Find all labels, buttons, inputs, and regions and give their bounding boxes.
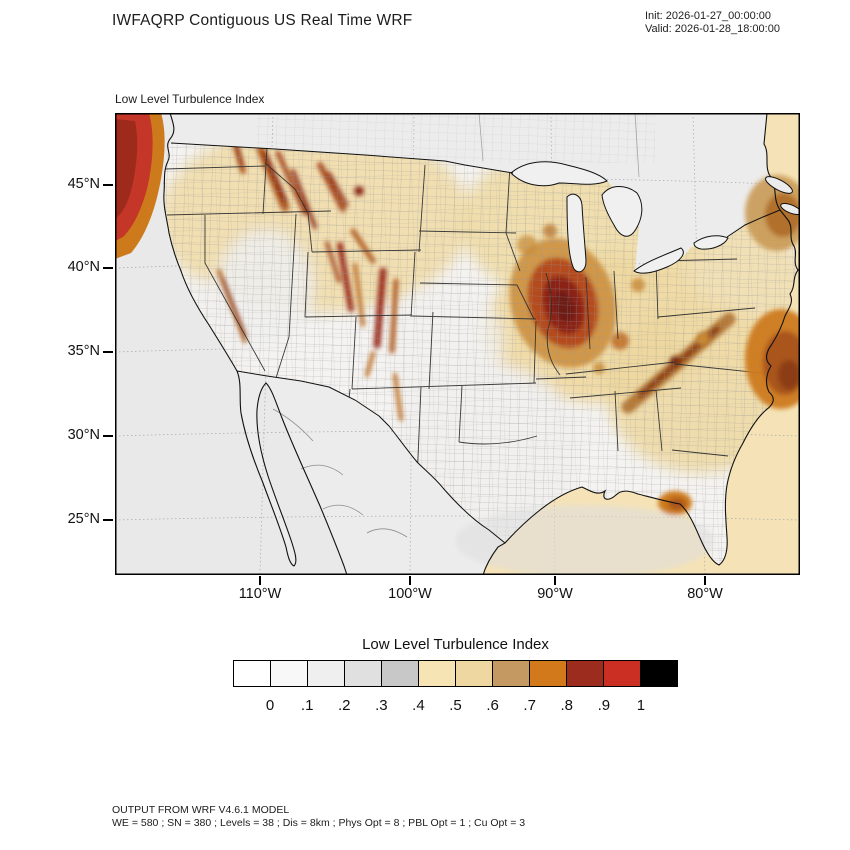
lon-tick-mark <box>704 576 706 585</box>
colorbar-cell <box>234 661 270 686</box>
colorbar-cell <box>529 661 566 686</box>
colorbar-tick-label: .7 <box>523 697 536 714</box>
model-version-line: OUTPUT FROM WRF V4.6.1 MODEL <box>112 804 290 816</box>
map-panel <box>115 113 800 575</box>
mexico-state-borders <box>272 408 408 538</box>
colorbar-tick-label: 0 <box>265 697 275 714</box>
colorbar-cell <box>603 661 640 686</box>
lon-tick-mark <box>259 576 261 585</box>
colorbar-tick-label: .1 <box>300 697 314 714</box>
canada-province-borders <box>478 113 640 178</box>
lon-label-100w: 100°W <box>388 586 432 602</box>
lat-tick-mark <box>103 267 113 269</box>
colorbar-cell <box>418 661 455 686</box>
maritime-islands <box>765 176 800 216</box>
lat-label-40n: 40°N <box>67 259 100 275</box>
model-footer: OUTPUT FROM WRF V4.6.1 MODEL WE = 580 ; … <box>112 804 525 830</box>
colorbar-tick-label: .5 <box>449 697 462 714</box>
colorbar-title: Low Level Turbulence Index <box>362 636 549 653</box>
colorbar-tick-label: 1 <box>636 697 646 714</box>
lon-tick-mark <box>409 576 411 585</box>
colorbar-cell <box>566 661 603 686</box>
map-border <box>115 113 800 575</box>
colorbar-tick-label: .2 <box>337 697 351 714</box>
colorbar-cell <box>492 661 529 686</box>
page-title: IWFAQRP Contiguous US Real Time WRF <box>112 12 413 29</box>
lat-label-25n: 25°N <box>67 511 100 527</box>
colorbar-tick-label: .8 <box>560 697 574 714</box>
map-svg <box>115 113 800 575</box>
great-lakes <box>510 161 729 274</box>
valid-time-label: Valid: 2026-01-28_18:00:00 <box>645 23 780 35</box>
lat-tick-mark <box>103 435 113 437</box>
lat-tick-mark <box>103 184 113 186</box>
lon-tick-mark <box>554 576 556 585</box>
lat-tick-mark <box>103 519 113 521</box>
atlantic-turbulence-max <box>745 309 800 409</box>
colorbar-cell <box>307 661 344 686</box>
init-time-label: Init: 2026-01-27_00:00:00 <box>645 10 771 22</box>
colorbar-cells <box>233 660 678 687</box>
lat-tick-mark <box>103 351 113 353</box>
lon-label-80w: 80°W <box>687 586 723 602</box>
pacific-nw-turbulence-max <box>115 113 165 259</box>
colorbar-cell <box>270 661 307 686</box>
lon-label-110w: 110°W <box>238 586 282 602</box>
map-subtitle: Low Level Turbulence Index <box>115 92 265 106</box>
colorbar-cell <box>381 661 418 686</box>
us-national-borders <box>170 142 781 544</box>
colorbar-tick-label: .9 <box>597 697 611 714</box>
colorbar-tick-label: .4 <box>412 697 425 714</box>
lat-label-30n: 30°N <box>67 427 100 443</box>
lat-label-35n: 35°N <box>67 343 100 359</box>
colorbar-cell <box>455 661 492 686</box>
colorbar-ticks: 0 .1 .2 .3 .4 .5 .6 .7 .8 .9 1 <box>233 697 678 717</box>
colorbar-cell <box>344 661 381 686</box>
model-config-line: WE = 580 ; SN = 380 ; Levels = 38 ; Dis … <box>112 817 526 829</box>
lon-label-90w: 90°W <box>537 586 573 602</box>
run-info: Init: 2026-01-27_00:00:00 Valid: 2026-01… <box>645 10 780 36</box>
colorbar-cell <box>640 661 677 686</box>
colorbar-tick-label: .3 <box>375 697 388 714</box>
coastline <box>163 113 799 575</box>
lat-label-45n: 45°N <box>67 176 100 192</box>
colorbar-tick-label: .6 <box>486 697 499 714</box>
